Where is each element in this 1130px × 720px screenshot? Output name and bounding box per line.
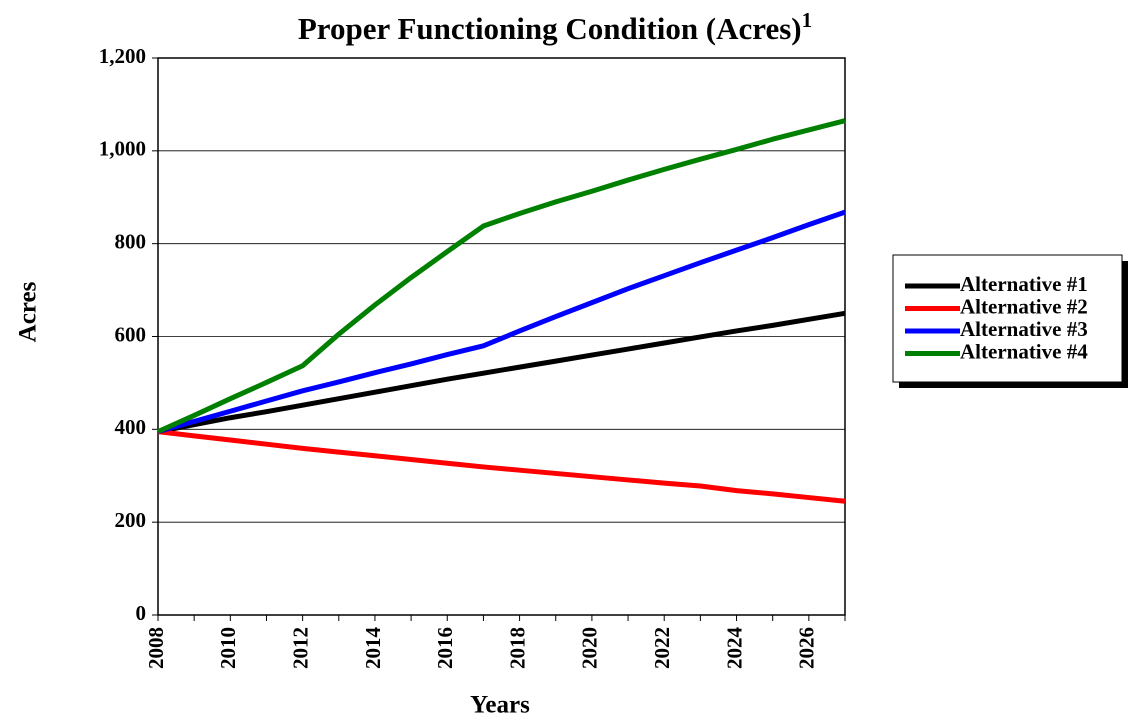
series-line	[157, 209, 846, 435]
x-tick-label: 2020	[578, 627, 602, 669]
x-tick-label: 2022	[650, 627, 674, 669]
x-tick-label: 2024	[722, 627, 746, 670]
series-line	[156, 118, 846, 434]
x-tick-label: 2010	[216, 627, 240, 669]
x-axis-label: Years	[470, 692, 530, 719]
x-tick-label: 2012	[288, 627, 312, 669]
series-line	[157, 429, 846, 504]
legend-label: Alternative #1	[960, 272, 1088, 296]
y-tick-label: 200	[115, 508, 147, 532]
y-tick-label: 1,000	[99, 137, 146, 161]
plot-border	[157, 57, 846, 616]
legend	[892, 254, 1123, 383]
series-line	[157, 310, 846, 435]
x-tick-label: 2018	[505, 627, 529, 669]
title-superscript: 1	[802, 8, 813, 32]
chart-title: Proper Functioning Condition (Acres)1	[298, 8, 812, 46]
y-tick-label: 600	[115, 322, 147, 346]
title-text: Proper Functioning Condition (Acres)	[298, 11, 802, 46]
legend-label: Alternative #3	[960, 317, 1088, 341]
legend-label: Alternative #4	[960, 339, 1088, 363]
x-tick-label: 2016	[433, 627, 457, 669]
y-tick-label: 400	[115, 415, 147, 439]
x-tick-label: 2014	[361, 627, 385, 670]
y-tick-label: 1,200	[99, 44, 146, 68]
y-tick-label: 0	[136, 601, 147, 625]
x-tick-label: 2008	[144, 627, 168, 669]
y-axis-label: Acres	[15, 281, 42, 342]
legend-label: Alternative #2	[960, 294, 1088, 318]
y-tick-label: 800	[115, 229, 147, 253]
x-tick-label: 2026	[795, 627, 819, 669]
